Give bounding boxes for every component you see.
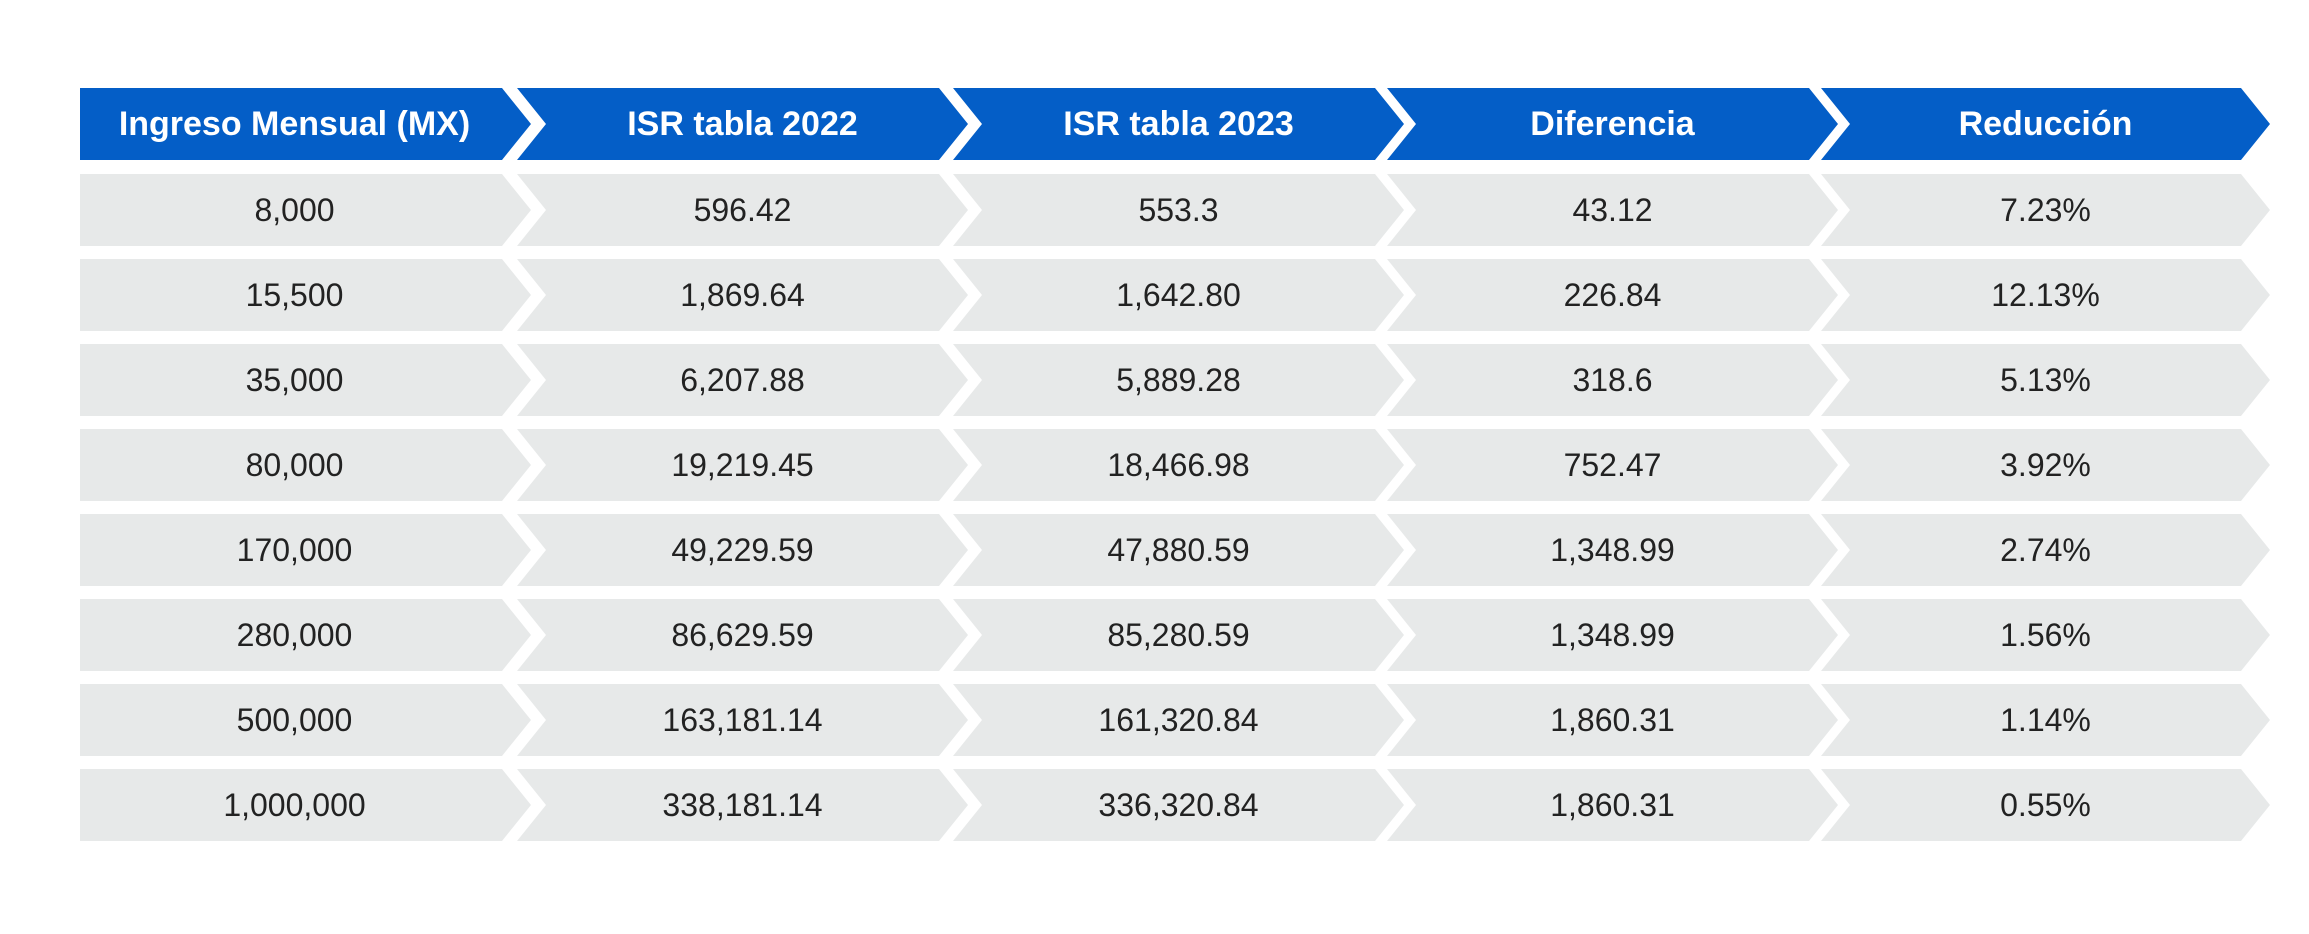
cell-isr-2022: 338,181.14 [517,769,968,841]
cell-isr-2023: 5,889.28 [953,344,1404,416]
cell-ingreso-mensual: 1,000,000 [80,769,531,841]
cell-ingreso-mensual: 8,000 [80,174,531,246]
cell-diferencia: 1,348.99 [1387,514,1838,586]
table-row: 500,000 163,181.14 161,320.84 1,860.31 1.14% [80,684,2270,756]
cell-isr-2022: 49,229.59 [517,514,968,586]
cell-ingreso-mensual: 280,000 [80,599,531,671]
cell-reduccion: 1.56% [1821,599,2270,671]
cell-reduccion: 5.13% [1821,344,2270,416]
cell-isr-2023: 1,642.80 [953,259,1404,331]
cell-isr-2022: 1,869.64 [517,259,968,331]
header-diferencia: Diferencia [1387,88,1838,160]
cell-ingreso-mensual: 35,000 [80,344,531,416]
table-row: 170,000 49,229.59 47,880.59 1,348.99 2.74% [80,514,2270,586]
cell-ingreso-mensual: 15,500 [80,259,531,331]
cell-reduccion: 7.23% [1821,174,2270,246]
cell-reduccion: 2.74% [1821,514,2270,586]
cell-isr-2023: 47,880.59 [953,514,1404,586]
table-row: 35,000 6,207.88 5,889.28 318.6 5.13% [80,344,2270,416]
cell-diferencia: 1,860.31 [1387,684,1838,756]
cell-isr-2023: 18,466.98 [953,429,1404,501]
cell-reduccion: 0.55% [1821,769,2270,841]
table-row: 280,000 86,629.59 85,280.59 1,348.99 1.56% [80,599,2270,671]
cell-ingreso-mensual: 170,000 [80,514,531,586]
cell-reduccion: 3.92% [1821,429,2270,501]
header-ingreso-mensual: Ingreso Mensual (MX) [80,88,531,160]
cell-reduccion: 1.14% [1821,684,2270,756]
header-reduccion: Reducción [1821,88,2270,160]
cell-diferencia: 318.6 [1387,344,1838,416]
cell-diferencia: 226.84 [1387,259,1838,331]
cell-isr-2023: 85,280.59 [953,599,1404,671]
cell-diferencia: 43.12 [1387,174,1838,246]
isr-comparison-table: Ingreso Mensual (MX) ISR tabla 2022 ISR … [80,88,2270,854]
header-isr-2023: ISR tabla 2023 [953,88,1404,160]
cell-isr-2022: 6,207.88 [517,344,968,416]
cell-ingreso-mensual: 500,000 [80,684,531,756]
cell-isr-2023: 553.3 [953,174,1404,246]
cell-ingreso-mensual: 80,000 [80,429,531,501]
table-body: 8,000 596.42 553.3 43.12 7.23% 15,500 1,869.64… [80,174,2270,841]
cell-isr-2023: 336,320.84 [953,769,1404,841]
table-row: 8,000 596.42 553.3 43.12 7.23% [80,174,2270,246]
cell-reduccion: 12.13% [1821,259,2270,331]
table-row: 1,000,000 338,181.14 336,320.84 1,860.31 0.5… [80,769,2270,841]
header-isr-2022: ISR tabla 2022 [517,88,968,160]
cell-isr-2022: 163,181.14 [517,684,968,756]
cell-diferencia: 1,860.31 [1387,769,1838,841]
cell-diferencia: 752.47 [1387,429,1838,501]
table-header-row: Ingreso Mensual (MX) ISR tabla 2022 ISR … [80,88,2270,160]
table-row: 15,500 1,869.64 1,642.80 226.84 12.13% [80,259,2270,331]
cell-diferencia: 1,348.99 [1387,599,1838,671]
table-row: 80,000 19,219.45 18,466.98 752.47 3.92% [80,429,2270,501]
cell-isr-2022: 19,219.45 [517,429,968,501]
cell-isr-2023: 161,320.84 [953,684,1404,756]
cell-isr-2022: 596.42 [517,174,968,246]
cell-isr-2022: 86,629.59 [517,599,968,671]
